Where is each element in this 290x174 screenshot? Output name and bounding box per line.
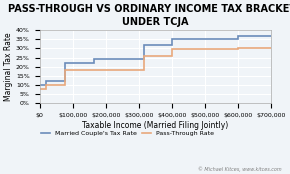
X-axis label: Taxable Income (Married Filing Jointly): Taxable Income (Married Filing Jointly) [82,121,229,130]
Title: PASS-THROUGH VS ORDINARY INCOME TAX BRACKETS
UNDER TCJA: PASS-THROUGH VS ORDINARY INCOME TAX BRAC… [8,4,290,27]
Text: © Michael Kitces, www.kitces.com: © Michael Kitces, www.kitces.com [198,167,281,172]
Legend: Married Couple's Tax Rate, Pass-Through Rate: Married Couple's Tax Rate, Pass-Through … [38,128,217,138]
Y-axis label: Marginal Tax Rate: Marginal Tax Rate [4,32,13,101]
